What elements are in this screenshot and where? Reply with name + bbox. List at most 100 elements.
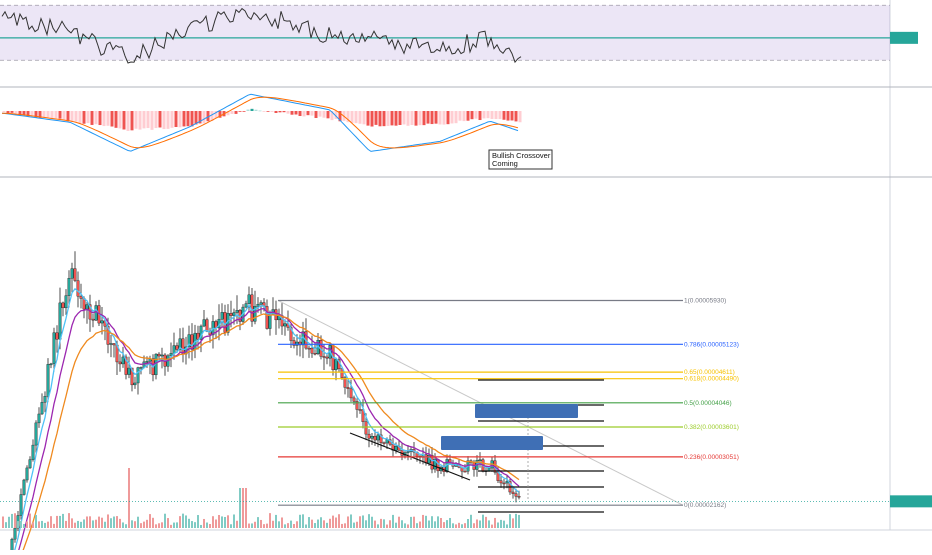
candle-body: [43, 396, 47, 403]
volume-bar: [440, 518, 442, 528]
macd-hist-bar: [514, 111, 518, 122]
volume-bar: [197, 515, 199, 528]
volume-bar: [494, 517, 496, 528]
macd-hist-bar: [110, 111, 114, 127]
macd-hist-bar: [378, 111, 382, 127]
candle-body: [25, 467, 29, 481]
volume-bar: [23, 524, 25, 528]
macd-hist-bar: [430, 111, 434, 125]
volume-bar: [455, 524, 457, 528]
candle-body: [64, 295, 68, 309]
volume-bar: [389, 520, 391, 528]
macd-hist-bar: [42, 111, 46, 118]
macd-hist-bar: [142, 111, 146, 129]
macd-hist-bar: [442, 111, 446, 125]
volume-bar: [452, 523, 454, 528]
candle-body: [229, 313, 233, 316]
candle-body: [223, 312, 227, 333]
macd-hist-bar: [130, 111, 134, 131]
volume-bar: [263, 524, 265, 528]
macd-hist-bar: [90, 111, 94, 125]
macd-hist-bar: [214, 111, 218, 119]
volume-bar: [329, 518, 331, 528]
rsi-band: [0, 5, 890, 61]
candle-body: [160, 354, 164, 357]
volume-bar: [113, 516, 115, 528]
volume-bar: [35, 514, 37, 528]
volume-bar: [116, 516, 118, 528]
volume-bar: [104, 521, 106, 528]
volume-bar: [41, 520, 43, 528]
macd-hist-bar: [298, 111, 302, 116]
candle-body: [367, 433, 371, 439]
macd-hist-bar: [478, 111, 482, 121]
volume-bar: [17, 521, 19, 528]
volume-bar: [83, 519, 85, 528]
candle-body: [58, 302, 62, 340]
macd-hist-bar: [326, 111, 330, 119]
candle-body: [34, 422, 38, 446]
fib-label: 0.618(0.00004490): [684, 376, 739, 383]
macd-hist-bar: [30, 111, 34, 117]
candle-body: [190, 334, 194, 350]
macd-hist-bar: [454, 111, 458, 124]
candle-body: [298, 341, 302, 346]
candle-body: [28, 459, 32, 469]
macd-hist-bar: [390, 111, 394, 126]
volume-bar: [152, 517, 154, 528]
candle-body: [256, 303, 260, 307]
macd-signal-line: [2, 96, 519, 149]
measure-box: [441, 436, 543, 450]
macd-hist-bar: [374, 111, 378, 125]
macd-hist-bar: [178, 111, 182, 128]
macd-hist-bar: [226, 111, 230, 116]
macd-hist-bar: [70, 111, 74, 122]
volume-bar: [242, 488, 244, 528]
candle-body: [283, 323, 287, 327]
macd-hist-bar: [506, 111, 510, 121]
macd-hist-bar: [266, 111, 270, 112]
volume-bar: [20, 520, 22, 528]
volume-bar: [470, 514, 472, 528]
volume-bar: [281, 517, 283, 528]
volume-bar: [404, 523, 406, 528]
volume-bar: [293, 524, 295, 528]
volume-bar: [278, 521, 280, 528]
volume-bar: [149, 514, 151, 528]
macd-hist-bar: [38, 111, 42, 119]
macd-hist-bar: [294, 111, 298, 115]
volume-bar: [410, 516, 412, 528]
macd-hist-bar: [402, 111, 406, 125]
macd-hist-bar: [46, 111, 50, 118]
candle-body: [247, 294, 251, 304]
candle-body: [178, 338, 182, 350]
volume-bar: [143, 521, 145, 528]
fib-label: 0(0.00002162): [684, 502, 726, 509]
fib-label: 0.65(0.00004611): [684, 369, 735, 376]
macd-hist-bar: [366, 111, 370, 126]
macd-hist-bar: [106, 111, 110, 126]
macd-hist-bar: [310, 111, 314, 116]
volume-bar: [446, 520, 448, 528]
volume-bar: [146, 519, 148, 528]
volume-bar: [482, 514, 484, 528]
macd-hist-bar: [258, 110, 262, 112]
candle-body: [232, 312, 236, 316]
candle-body: [253, 306, 257, 322]
volume-bar: [92, 520, 94, 528]
macd-hist-bar: [138, 111, 142, 130]
macd-hist-bar: [158, 111, 162, 128]
macd-hist-bar: [190, 111, 194, 127]
macd-hist-bar: [6, 111, 10, 114]
macd-hist-bar: [26, 111, 30, 117]
macd-hist-bar: [162, 111, 166, 130]
volume-bar: [359, 516, 361, 528]
macd-hist-bar: [34, 111, 38, 118]
volume-bar: [239, 488, 241, 528]
macd-hist-bar: [318, 111, 322, 117]
volume-bar: [428, 520, 430, 528]
rsi-value-tag: [890, 31, 918, 44]
macd-hist-bar: [486, 111, 490, 119]
